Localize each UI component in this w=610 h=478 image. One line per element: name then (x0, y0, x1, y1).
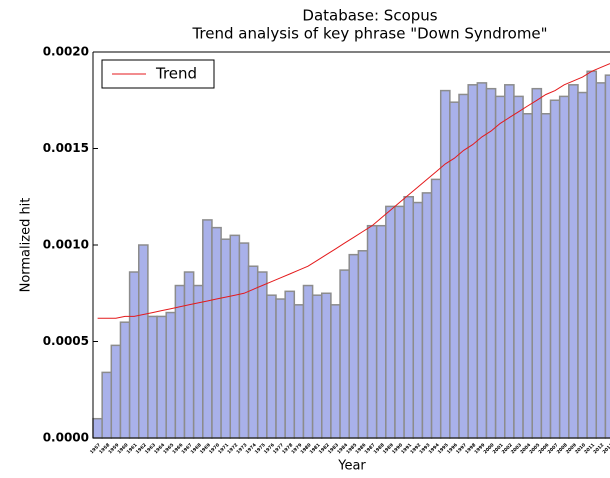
y-axis-label: Normalized hit (19, 198, 34, 293)
bar (348, 253, 360, 439)
y-tick-label: 0.0005 (43, 334, 89, 348)
bar (394, 205, 405, 439)
bar (568, 84, 579, 439)
trend-line (97, 63, 610, 319)
y-tick-label: 0.0010 (43, 238, 89, 252)
bar (92, 417, 103, 439)
bar (513, 95, 524, 439)
bar (504, 84, 515, 439)
bar (458, 93, 469, 439)
bar (293, 304, 305, 439)
bar (366, 224, 378, 439)
bar (321, 292, 332, 439)
bar (211, 226, 222, 439)
bar (192, 284, 204, 439)
bar (439, 89, 451, 439)
bar (595, 82, 607, 439)
bars (92, 70, 610, 439)
bar (238, 242, 250, 439)
bar (220, 238, 232, 439)
bar (385, 205, 396, 439)
bar (302, 284, 314, 439)
bar (604, 74, 610, 439)
bar (330, 304, 341, 439)
bar (421, 192, 433, 439)
legend: Trend (101, 59, 215, 89)
bar (339, 269, 350, 439)
bar (522, 113, 533, 439)
bar (284, 290, 296, 439)
legend-label: Trend (155, 65, 197, 83)
bar (476, 82, 488, 439)
bar (165, 311, 177, 439)
x-tick-label: 2013 (601, 442, 610, 455)
bar (467, 84, 479, 439)
bar (412, 201, 424, 439)
y-tick-label: 0.0000 (43, 431, 89, 445)
bar (577, 91, 588, 439)
chart-subtitle: Trend analysis of key phrase "Down Syndr… (191, 25, 547, 43)
bar (375, 224, 387, 439)
bar (485, 87, 497, 439)
bar (128, 271, 140, 439)
bar (357, 250, 369, 439)
y-tick-label: 0.0020 (43, 45, 89, 59)
bar (558, 95, 570, 439)
chart-title: Database: Scopus (302, 7, 437, 25)
bar (147, 315, 158, 439)
bar (138, 244, 149, 439)
bar (275, 298, 286, 439)
y-tick-label: 0.0015 (43, 141, 89, 155)
bar (403, 196, 415, 439)
bar (494, 95, 506, 439)
bar (202, 219, 213, 439)
bar (174, 284, 186, 439)
bar (247, 265, 259, 439)
x-axis-label: Year (337, 459, 366, 474)
bar (586, 70, 598, 439)
bar (101, 371, 113, 439)
bar (531, 87, 543, 439)
bar (449, 101, 460, 439)
bar (183, 271, 195, 439)
bar (266, 294, 277, 439)
bar (156, 315, 167, 439)
bar (119, 321, 131, 439)
bar (549, 99, 561, 439)
bar (256, 271, 268, 439)
bar (430, 178, 442, 439)
bar (540, 113, 552, 439)
bar (229, 234, 241, 439)
bar (311, 294, 323, 439)
bar (110, 344, 122, 439)
